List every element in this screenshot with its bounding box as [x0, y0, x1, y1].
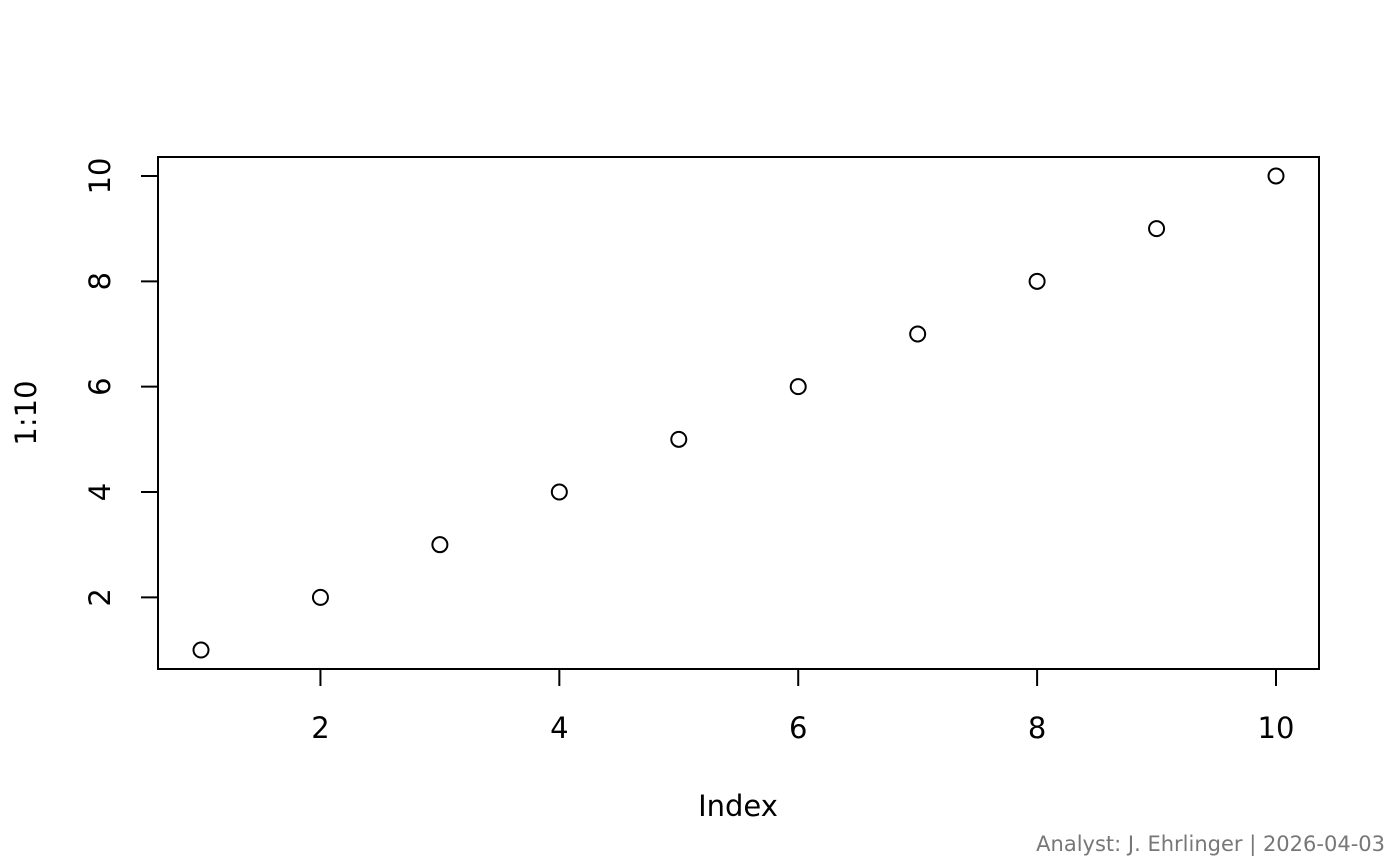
- y-tick-label: 6: [83, 377, 117, 395]
- point: [1028, 272, 1046, 290]
- x-tick-label: 4: [550, 711, 568, 745]
- point: [670, 430, 688, 448]
- point: [909, 325, 927, 343]
- point: [789, 378, 807, 396]
- caption: Analyst: J. Ehrlinger | 2026-04-03: [1036, 832, 1385, 857]
- point: [550, 483, 568, 501]
- x-tick-label: 2: [311, 711, 329, 745]
- point: [192, 641, 210, 659]
- x-tick-label: 6: [789, 711, 807, 745]
- x-axis-label: Index: [698, 789, 778, 823]
- x-tick-label: 10: [1258, 711, 1295, 745]
- y-tick-label: 10: [83, 158, 117, 195]
- point: [311, 588, 329, 606]
- y-tick-label: 8: [83, 272, 117, 290]
- point: [1267, 167, 1285, 185]
- plot-box: [157, 156, 1320, 670]
- point: [1148, 220, 1166, 238]
- y-tick-label: 4: [83, 483, 117, 501]
- y-tick-label: 2: [83, 588, 117, 606]
- y-axis-label: 1:10: [9, 380, 43, 445]
- x-tick-label: 8: [1028, 711, 1046, 745]
- point: [431, 536, 449, 554]
